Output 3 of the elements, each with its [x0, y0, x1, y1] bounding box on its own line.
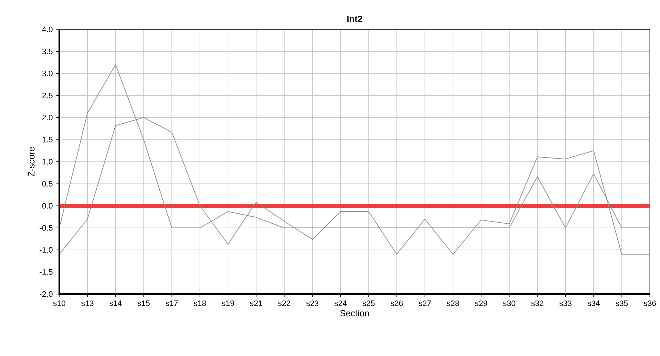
chart-title: Int2 [348, 16, 362, 22]
y-axis-title: Z-score [28, 148, 35, 177]
x-axis-title: Section [340, 310, 370, 317]
